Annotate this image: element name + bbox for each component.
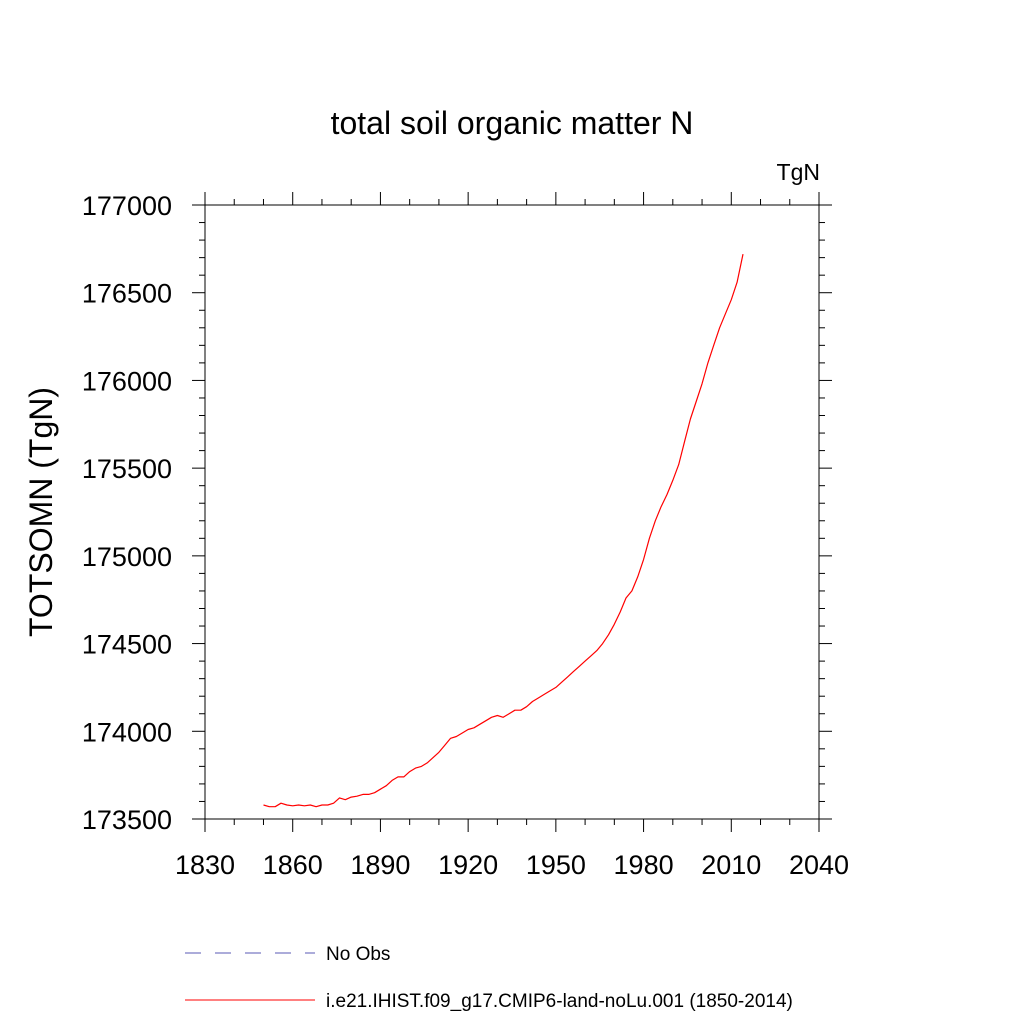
legend-label-no-obs: No Obs <box>326 944 390 965</box>
x-tick-label: 2040 <box>789 850 849 880</box>
y-tick-label: 175500 <box>82 454 172 484</box>
x-axis: 1830 1860 1890 1920 1950 1980 2010 2040 <box>175 192 849 880</box>
y-tick-label: 173500 <box>82 805 172 835</box>
x-tick-label: 1980 <box>614 850 674 880</box>
legend: No Obs i.e21.IHIST.f09_g17.CMIP6-land-no… <box>185 944 793 1012</box>
x-tick-label: 1890 <box>350 850 410 880</box>
y-tick-label: 177000 <box>82 191 172 221</box>
plot-frame <box>204 204 820 820</box>
x-tick-label: 1860 <box>263 850 323 880</box>
y-tick-label: 174500 <box>82 630 172 660</box>
y-axis: 173500 174000 174500 175000 175500 176000 1765… <box>82 191 832 835</box>
x-tick-label: 1830 <box>175 850 235 880</box>
y-tick-label: 176000 <box>82 366 172 396</box>
series-layer <box>263 253 744 808</box>
units-label: TgN <box>777 159 820 185</box>
series-line-0 <box>263 253 744 808</box>
x-tick-label: 1920 <box>438 850 498 880</box>
y-axis-label: TOTSOMN (TgN) <box>23 387 59 637</box>
y-tick-label: 176500 <box>82 279 172 309</box>
y-tick-label: 175000 <box>82 542 172 572</box>
chart-title: total soil organic matter N <box>331 105 694 141</box>
plot-border <box>204 204 820 820</box>
legend-label-series: i.e21.IHIST.f09_g17.CMIP6-land-noLu.001 … <box>326 991 793 1012</box>
x-tick-label: 2010 <box>701 850 761 880</box>
x-tick-label: 1950 <box>526 850 586 880</box>
y-tick-label: 174000 <box>82 717 172 747</box>
